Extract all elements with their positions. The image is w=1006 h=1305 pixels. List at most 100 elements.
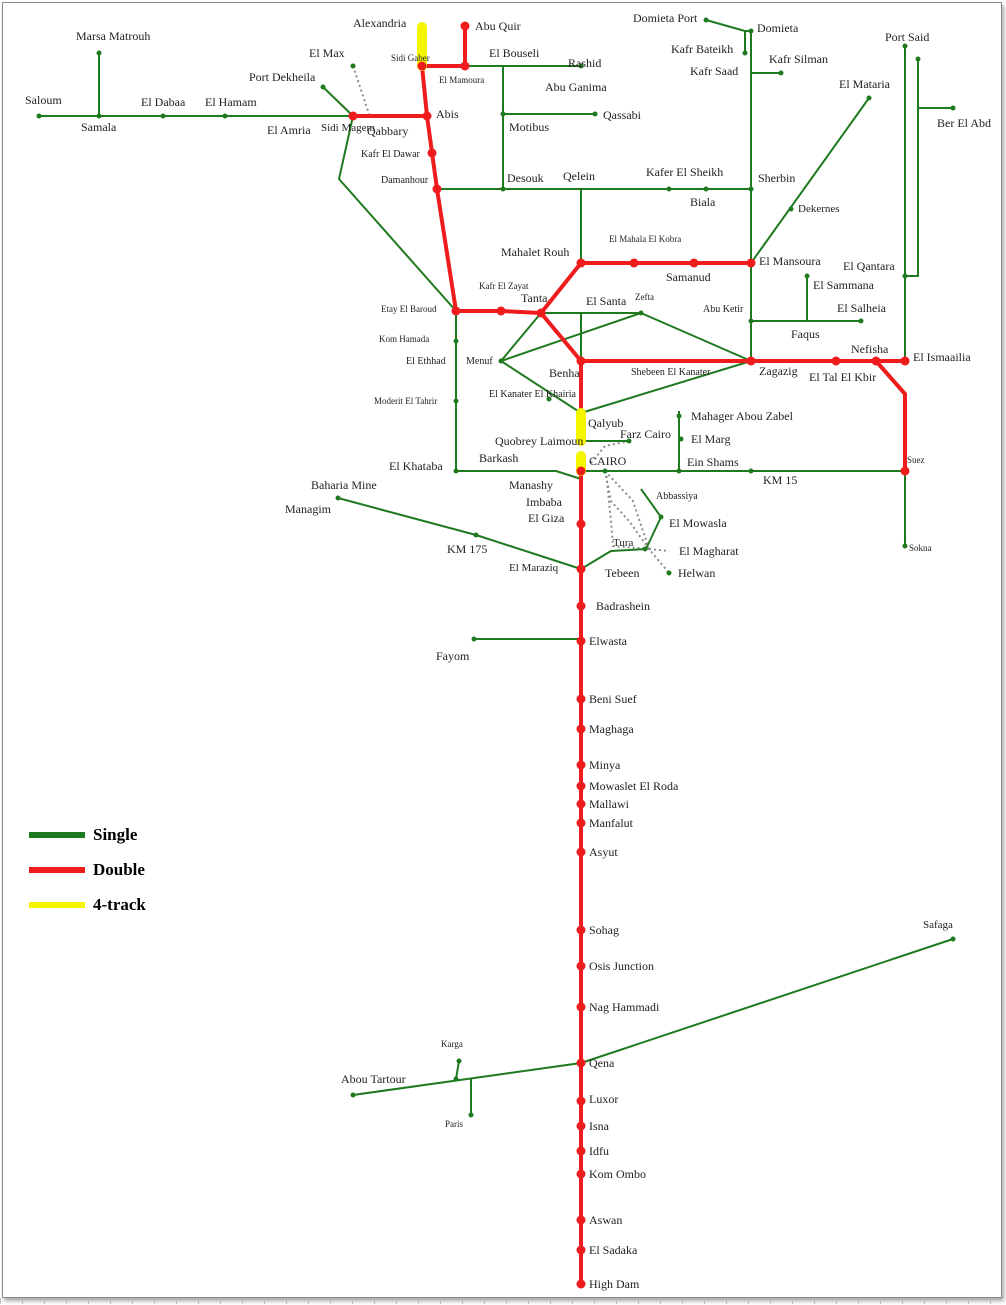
station-abu-ketir: Abu Ketir bbox=[703, 304, 744, 315]
station-isna: Isna bbox=[589, 1119, 610, 1133]
double-station-dots bbox=[348, 21, 910, 1289]
station-el-ethhad: El Ethhad bbox=[406, 356, 446, 367]
station-suez: Suez bbox=[907, 455, 925, 465]
station-mowaslet-el-roda: Mowaslet El Roda bbox=[589, 779, 679, 793]
legend-label-four-track: 4-track bbox=[93, 894, 146, 914]
station-kom-hamada: Kom Hamada bbox=[379, 334, 429, 344]
station-sohag: Sohag bbox=[589, 923, 619, 937]
station-minya: Minya bbox=[589, 758, 621, 772]
station-qalyub: Qalyub bbox=[588, 416, 623, 430]
station-mahager-abou-zabel: Mahager Abou Zabel bbox=[691, 409, 794, 423]
station-abis: Abis bbox=[436, 107, 459, 121]
station-maghaga: Maghaga bbox=[589, 722, 634, 736]
station-nefisha: Nefisha bbox=[851, 342, 889, 356]
station-high-dam: High Dam bbox=[589, 1277, 640, 1291]
station-paris: Paris bbox=[445, 1119, 463, 1129]
station-helwan: Helwan bbox=[678, 566, 715, 580]
station-farz-cairo: Farz Cairo bbox=[620, 427, 671, 441]
station-domieta: Domieta bbox=[757, 21, 799, 35]
station-el-bouseli: El Bouseli bbox=[489, 46, 540, 60]
station-benha: Benha bbox=[549, 366, 580, 380]
station-sidi-gaber: Sidi Gaber bbox=[391, 53, 430, 63]
station-ber-el-abd: Ber El Abd bbox=[937, 116, 991, 130]
station-el-khataba: El Khataba bbox=[389, 459, 443, 473]
station-el-hamam: El Hamam bbox=[205, 95, 257, 109]
legend-swatch-single bbox=[29, 831, 85, 838]
station-qena: Qena bbox=[589, 1056, 615, 1070]
legend-double: Double bbox=[29, 852, 146, 887]
station-menuf: Menuf bbox=[466, 356, 493, 367]
station-sidi-magem: Sidi Magem bbox=[321, 122, 376, 134]
station-el-max: El Max bbox=[309, 46, 345, 60]
station-abou-tartour: Abou Tartour bbox=[341, 1072, 406, 1086]
station-el-magharat: El Magharat bbox=[679, 544, 739, 558]
station-nag-hammadi: Nag Hammadi bbox=[589, 1000, 660, 1014]
station-dekernes: Dekernes bbox=[798, 203, 840, 215]
station-ein-shams: Ein Shams bbox=[687, 455, 739, 469]
station-sherbin: Sherbin bbox=[758, 171, 795, 185]
legend-four-track: 4-track bbox=[29, 887, 146, 922]
station-el-mahala-el-kobra: El Mahala El Kobra bbox=[609, 234, 681, 244]
station-alexandria: Alexandria bbox=[353, 16, 407, 30]
station-el-marg: El Marg bbox=[691, 432, 730, 446]
station-marsa-matrouh: Marsa Matrouh bbox=[76, 29, 150, 43]
station-port-dekheila: Port Dekheila bbox=[249, 70, 316, 84]
station-safaga: Safaga bbox=[923, 919, 953, 931]
station-etay-el-baroud: Etay El Baroud bbox=[381, 304, 437, 314]
station-tanta: Tanta bbox=[521, 291, 548, 305]
station-zagazig: Zagazig bbox=[759, 364, 798, 378]
bottom-ruler bbox=[0, 1298, 1006, 1304]
station-km-15: KM 15 bbox=[763, 473, 797, 487]
station-asyut: Asyut bbox=[589, 845, 618, 859]
station-tura: Tura bbox=[613, 537, 633, 549]
station-shebeen-el-kanater: Shebeen El Kanater bbox=[631, 367, 711, 378]
station-samala: Samala bbox=[81, 120, 117, 134]
station-el-qantara: El Qantara bbox=[843, 259, 895, 273]
station-tebeen: Tebeen bbox=[605, 566, 639, 580]
station-kafr-el-zayat: Kafr El Zayat bbox=[479, 281, 529, 291]
station-manashy: Manashy bbox=[509, 478, 553, 492]
station-fayom: Fayom bbox=[436, 649, 470, 663]
station-qassabi: Qassabi bbox=[603, 108, 642, 122]
station-el-tal-el-kbir: El Tal El Kbir bbox=[809, 370, 876, 384]
station-saloum: Saloum bbox=[25, 93, 62, 107]
station-el-giza: El Giza bbox=[528, 511, 565, 525]
station-el-mowasla: El Mowasla bbox=[669, 516, 727, 530]
station-osis-junction: Osis Junction bbox=[589, 959, 654, 973]
station-el-kanater-el-khairia: El Kanater El Khairia bbox=[489, 389, 576, 400]
station-kafr-silman: Kafr Silman bbox=[769, 52, 828, 66]
single-track-lines bbox=[39, 19, 954, 1115]
station-desouk: Desouk bbox=[507, 171, 544, 185]
station-moderit-el-tahrir: Moderit El Tahrir bbox=[374, 396, 437, 406]
station-qabbary: Qabbary bbox=[367, 124, 408, 138]
station-mahalet-rouh: Mahalet Rouh bbox=[501, 245, 569, 259]
station-samanud: Samanud bbox=[666, 270, 711, 284]
station-biala: Biala bbox=[690, 195, 716, 209]
legend-swatch-four-track bbox=[29, 901, 85, 908]
station-labels: Alexandria Abu Quir Sidi Gaber El Mamour… bbox=[25, 11, 991, 1291]
planned-lines bbox=[352, 65, 680, 574]
map-legend: Single Double 4-track bbox=[29, 817, 146, 922]
station-mallawi: Mallawi bbox=[589, 797, 630, 811]
legend-single: Single bbox=[29, 817, 146, 852]
station-domieta-port: Domieta Port bbox=[633, 11, 698, 25]
station-el-ismaailia: El Ismaailia bbox=[913, 350, 971, 364]
station-abu-ganima: Abu Ganima bbox=[545, 80, 607, 94]
station-zefta: Zefta bbox=[635, 292, 654, 302]
station-el-maraziq: El Maraziq bbox=[509, 562, 559, 574]
station-el-dabaa: El Dabaa bbox=[141, 95, 186, 109]
station-el-sadaka: El Sadaka bbox=[589, 1243, 638, 1257]
station-karga: Karga bbox=[441, 1039, 463, 1049]
legend-label-single: Single bbox=[93, 824, 138, 844]
station-baharia-mine: Baharia Mine bbox=[311, 478, 377, 492]
station-qelein: Qelein bbox=[563, 169, 595, 183]
station-el-sammana: El Sammana bbox=[813, 278, 875, 292]
station-el-mataria: El Mataria bbox=[839, 77, 891, 91]
station-dots bbox=[36, 17, 956, 1118]
station-manfalut: Manfalut bbox=[589, 816, 634, 830]
station-elwasta: Elwasta bbox=[589, 634, 628, 648]
station-kafer-el-sheikh: Kafer El Sheikh bbox=[646, 165, 723, 179]
station-el-amria: El Amria bbox=[267, 123, 311, 137]
station-imbaba: Imbaba bbox=[526, 495, 563, 509]
station-sokna: Sokna bbox=[909, 543, 932, 553]
